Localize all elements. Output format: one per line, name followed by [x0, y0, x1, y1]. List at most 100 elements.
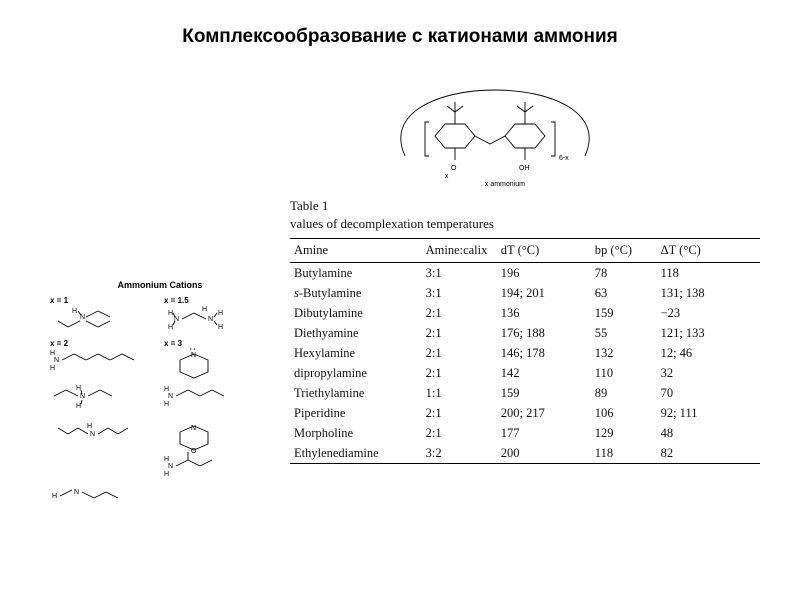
label-x3: x = 3: [164, 339, 270, 348]
table-cell: 131; 138: [657, 283, 760, 303]
table-cell: 3:1: [422, 263, 497, 284]
calixarene-scheme: O x OH 6-x . x ammonium: [385, 78, 605, 188]
table-cell: Diethyamine: [290, 323, 422, 343]
piperidine-icon: N H: [164, 348, 264, 380]
table-cell: Ethylenediamine: [290, 443, 422, 464]
table-cell: 48: [657, 423, 760, 443]
table-cell: Butylamine: [290, 263, 422, 284]
table-cell: 146; 178: [497, 343, 591, 363]
svg-text:H: H: [52, 493, 57, 500]
table-row: Hexylamine2:1146; 17813212; 46: [290, 343, 760, 363]
calix-left-sub: x: [445, 173, 449, 180]
svg-text:N: N: [168, 393, 173, 400]
svg-text:H: H: [50, 350, 55, 357]
calix-o-label: O: [451, 165, 457, 172]
table-row: Butylamine3:119678118: [290, 263, 760, 284]
table-cell: 196: [497, 263, 591, 284]
table-cell: 63: [591, 283, 657, 303]
table-cell: 142: [497, 363, 591, 383]
table-row: Triethylamine1:11598970: [290, 383, 760, 403]
table-cell: Dibutylamine: [290, 303, 422, 323]
table-caption-1: Table 1: [290, 198, 760, 214]
table-cell: 110: [591, 363, 657, 383]
table-cell: 12; 46: [657, 343, 760, 363]
table-cell: 78: [591, 263, 657, 284]
dipropylamine-icon: H N: [50, 482, 150, 508]
table-cell: 177: [497, 423, 591, 443]
table-cell: dipropylamine: [290, 363, 422, 383]
svg-text:H: H: [87, 423, 92, 430]
col-amine: Amine: [290, 239, 422, 263]
col-dt: dT (°C): [497, 239, 591, 263]
svg-text:H: H: [168, 324, 173, 331]
svg-text:H: H: [218, 310, 223, 317]
table-cell: 2:1: [422, 363, 497, 383]
calix-right-sub: 6-x: [559, 155, 569, 162]
table-cell: 200: [497, 443, 591, 464]
table-cell: 82: [657, 443, 760, 464]
table-cell: 55: [591, 323, 657, 343]
svg-text:N: N: [90, 431, 95, 438]
table-cell: 194; 201: [497, 283, 591, 303]
svg-text:H: H: [76, 385, 81, 392]
col-bp: bp (°C): [591, 239, 657, 263]
decomplexation-table: Table 1 values of decomplexation tempera…: [290, 198, 760, 464]
table-cell: 92; 111: [657, 403, 760, 423]
butylamine-icon: N HH: [164, 384, 264, 410]
svg-text:H: H: [202, 306, 207, 313]
table-cell: 2:1: [422, 323, 497, 343]
label-x2: x = 2: [50, 339, 156, 348]
ethylenediamine-icon: N H H N H H H: [164, 305, 264, 335]
table-cell: 132: [591, 343, 657, 363]
col-ratio: Amine:calix: [422, 239, 497, 263]
svg-text:N: N: [191, 425, 196, 432]
table-cell: 2:1: [422, 343, 497, 363]
triethylamine-icon: N H: [50, 305, 150, 335]
svg-text:H: H: [164, 456, 169, 463]
table-row: Ethylenediamine3:220011882: [290, 443, 760, 464]
table-cell: 118: [657, 263, 760, 284]
diethylamine-icon: N H H: [50, 384, 150, 410]
table-cell: 176; 188: [497, 323, 591, 343]
table-row: Piperidine2:1200; 21710692; 111: [290, 403, 760, 423]
svg-text:H: H: [50, 365, 55, 372]
table-cell: 3:1: [422, 283, 497, 303]
table-cell: −23: [657, 303, 760, 323]
page-title: Комплексообразование с катионами аммония: [0, 26, 800, 48]
svg-text:H: H: [76, 403, 81, 410]
table-header-row: Amine Amine:calix dT (°C) bp (°C) ΔT (°C…: [290, 239, 760, 263]
table-cell: Hexylamine: [290, 343, 422, 363]
table-cell: 2:1: [422, 303, 497, 323]
hexylamine-icon: N H H: [50, 348, 150, 374]
table-cell: 106: [591, 403, 657, 423]
table-cell: 159: [497, 383, 591, 403]
table-cell: 1:1: [422, 383, 497, 403]
svg-text:N: N: [74, 489, 79, 496]
table-cell: 3:2: [422, 443, 497, 464]
svg-text:H: H: [164, 471, 169, 478]
table-row: dipropylamine2:114211032: [290, 363, 760, 383]
table-caption-2: values of decomplexation temperatures: [290, 216, 760, 232]
table-cell: 70: [657, 383, 760, 403]
morpholine-icon: N O: [164, 422, 264, 454]
table-cell: 2:1: [422, 403, 497, 423]
table-cell: 89: [591, 383, 657, 403]
table-cell: Triethylamine: [290, 383, 422, 403]
table-row: s-Butylamine3:1194; 20163131; 138: [290, 283, 760, 303]
svg-text:H: H: [168, 310, 173, 317]
calix-oh-label: OH: [519, 165, 530, 172]
table-row: Diethyamine2:1176; 18855121; 133: [290, 323, 760, 343]
svg-text:N: N: [54, 357, 59, 364]
table-cell: 121; 133: [657, 323, 760, 343]
table-cell: Piperidine: [290, 403, 422, 423]
svg-text:N: N: [208, 316, 213, 323]
sbutylamine-icon: N H H: [164, 452, 264, 478]
label-x1: x = 1: [50, 296, 156, 305]
calix-caption: . x ammonium: [481, 181, 525, 188]
ammonium-cations-panel: Ammonium Cations x = 1 N H x = 1.5 N H: [50, 280, 270, 518]
svg-text:N: N: [80, 393, 85, 400]
svg-text:N: N: [168, 463, 173, 470]
table-cell: 2:1: [422, 423, 497, 443]
table-cell: 200; 217: [497, 403, 591, 423]
table-cell: 136: [497, 303, 591, 323]
